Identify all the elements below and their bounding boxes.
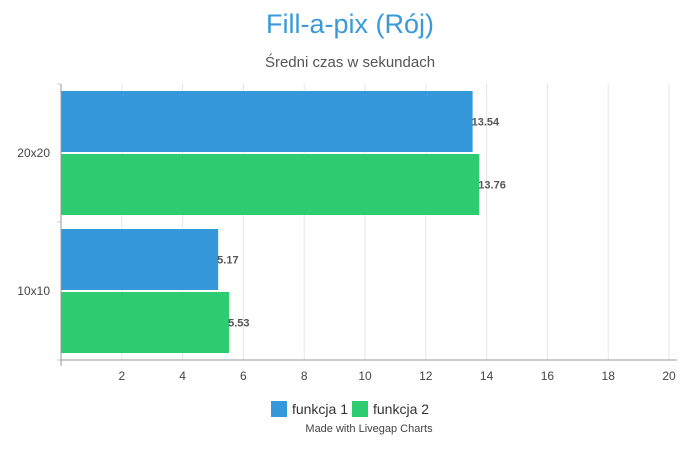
credit-text: Made with Livegap Charts xyxy=(305,423,433,435)
x-tick-label: 6 xyxy=(240,369,247,383)
legend-label-series-1: funkcja 1 xyxy=(291,401,348,417)
data-label: 13.54 xyxy=(472,117,500,129)
x-tick-label: 20 xyxy=(662,369,676,383)
x-tick-label: 14 xyxy=(480,369,494,383)
x-tick-label: 16 xyxy=(541,369,555,383)
data-label: 5.53 xyxy=(228,318,249,330)
bar xyxy=(61,292,230,353)
x-tick-label: 10 xyxy=(358,369,372,383)
chart-legend: funkcja 1 funkcja 2 xyxy=(0,401,700,417)
category-label: 20x20 xyxy=(17,146,50,160)
x-tick-label: 18 xyxy=(602,369,616,383)
chart-subtitle: Średni czas w sekundach xyxy=(264,54,436,71)
x-tick-label: 8 xyxy=(301,369,308,383)
chart-title: Fill-a-pix (Rój) xyxy=(266,9,434,39)
data-label: 13.76 xyxy=(478,180,506,192)
legend-item-series-1[interactable]: funkcja 1 xyxy=(270,401,348,417)
x-tick-label: 12 xyxy=(419,369,433,383)
legend-item-series-2[interactable]: funkcja 2 xyxy=(352,401,429,417)
bar xyxy=(61,229,219,290)
category-label: 10x10 xyxy=(17,284,50,298)
x-tick-label: 2 xyxy=(118,369,125,383)
bar xyxy=(61,91,473,152)
bar xyxy=(61,154,480,215)
legend-swatch-series-1 xyxy=(270,401,287,417)
legend-swatch-series-2 xyxy=(352,401,368,417)
data-label: 5.17 xyxy=(217,255,238,267)
legend-label-series-2: funkcja 2 xyxy=(373,401,430,417)
x-tick-label: 4 xyxy=(179,369,186,383)
